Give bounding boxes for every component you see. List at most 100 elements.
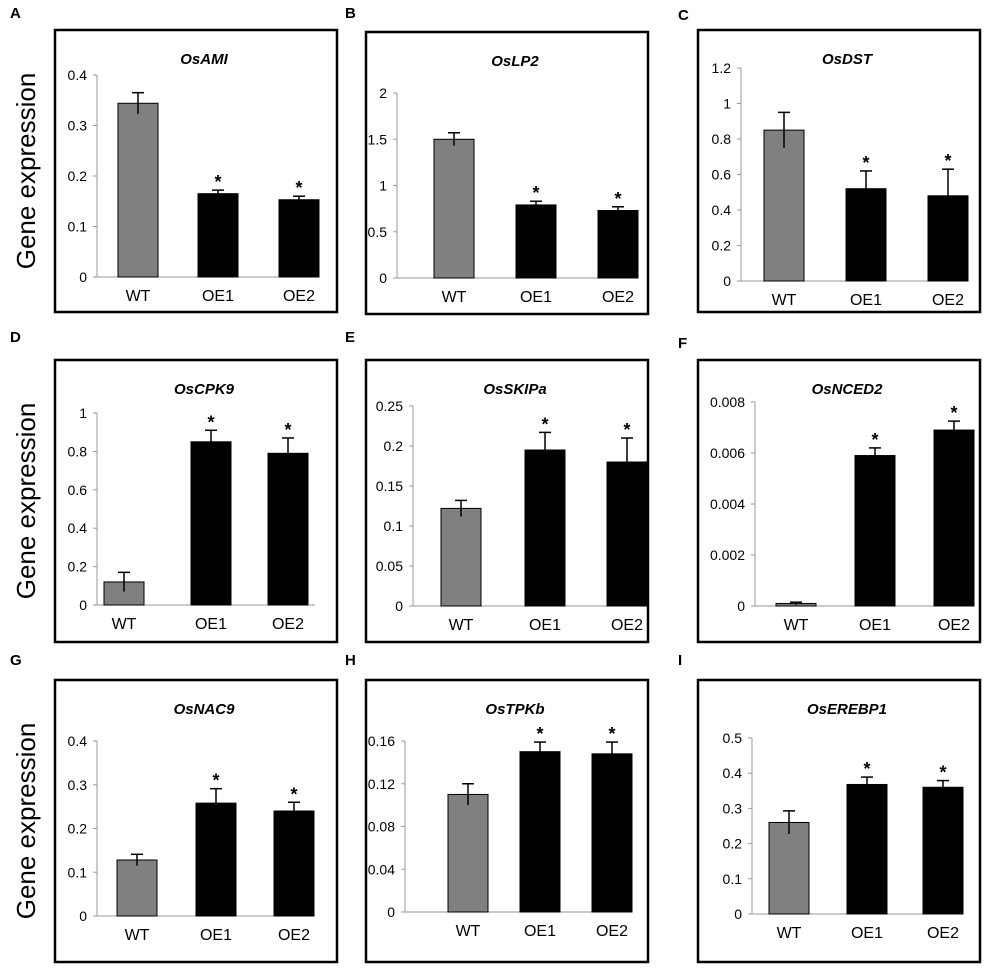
y-tick-label: 0.3 <box>68 118 88 134</box>
x-tick-label: OE1 <box>524 923 556 940</box>
panel-letter: G <box>10 652 22 669</box>
panel-frame <box>53 28 339 314</box>
y-tick-label: 1.2 <box>712 60 732 76</box>
x-tick-label: WT <box>784 617 809 634</box>
x-tick-label: OE2 <box>932 292 964 309</box>
bar-oe2 <box>922 786 964 915</box>
y-tick-label: 0.1 <box>384 518 404 534</box>
panel-letter: A <box>10 5 21 22</box>
y-tick-label: 0.4 <box>712 202 732 218</box>
significance-star: * <box>614 189 621 209</box>
x-tick-label: WT <box>442 289 467 306</box>
panel-frame <box>364 678 650 964</box>
chart-title: OsTPKb <box>485 701 544 718</box>
y-tick-label: 0.16 <box>368 733 395 749</box>
y-tick-label: 0.1 <box>68 864 88 880</box>
x-tick-label: WT <box>125 927 150 944</box>
x-tick-label: OE2 <box>596 923 628 940</box>
x-tick-label: WT <box>126 288 151 305</box>
y-tick-label: 0.3 <box>68 777 88 793</box>
y-tick-label: 0 <box>737 598 745 614</box>
significance-star: * <box>214 172 221 192</box>
x-tick-label: OE2 <box>927 925 959 942</box>
chart-title: OsNAC9 <box>174 701 236 718</box>
panel-frame <box>364 358 650 644</box>
y-tick-label: 0 <box>734 906 742 922</box>
significance-star: * <box>295 178 302 198</box>
bar-oe1 <box>519 751 561 913</box>
x-tick-label: OE1 <box>202 288 234 305</box>
panel-e: E OsSKIPa 0 0.05 0.1 0.15 0.2 0.25 WT * OE1 * OE2 <box>345 329 650 644</box>
x-tick-label: WT <box>777 925 802 942</box>
y-tick-label: 1.5 <box>368 131 388 147</box>
significance-star: * <box>623 420 630 440</box>
y-tick-label: 0.12 <box>368 776 395 792</box>
y-tick-label: 0.5 <box>723 730 743 746</box>
y-tick-label: 0.2 <box>384 438 404 454</box>
x-tick-label: OE2 <box>272 616 304 633</box>
panel-frame <box>364 30 650 316</box>
panel-frame <box>53 358 339 644</box>
bar-oe1 <box>524 449 566 607</box>
bar-oe1 <box>854 455 896 607</box>
bar-oe1 <box>515 204 557 279</box>
significance-star: * <box>944 151 951 171</box>
bar-wt <box>768 821 810 915</box>
y-tick-label: 0.2 <box>68 168 88 184</box>
y-tick-label: 0 <box>723 273 731 289</box>
y-tick-label: 0.2 <box>68 559 88 575</box>
bar-wt <box>116 859 158 917</box>
x-tick-label: WT <box>456 923 481 940</box>
bar-oe1 <box>197 193 239 278</box>
y-tick-label: 0.008 <box>710 394 745 410</box>
significance-star: * <box>212 771 219 791</box>
chart-title: OsAMI <box>180 51 228 68</box>
bar-oe2 <box>597 209 639 279</box>
panel-i: I OsEREBP1 0 0.1 0.2 0.3 0.4 0.5 WT * OE1 * OE2 <box>678 652 982 964</box>
significance-star: * <box>939 763 946 783</box>
panel-f: F OsNCED2 0 0.002 0.004 0.006 0.008 WT * OE1 * OE2 <box>678 335 982 644</box>
y-axis-label: Gene expression <box>11 403 41 600</box>
significance-star: * <box>536 724 543 744</box>
panel-c: C OsDST 0 0.2 0.4 0.6 0.8 1 1.2 WT * OE1 * OE2 <box>678 7 982 314</box>
x-tick-label: OE2 <box>602 289 634 306</box>
bar-oe1 <box>846 783 888 915</box>
x-tick-label: OE1 <box>850 292 882 309</box>
panel-d: D OsCPK9 0 0.2 0.4 0.6 0.8 1 WT * OE1 * OE2 Gene expr… <box>10 329 339 644</box>
y-tick-label: 0.4 <box>68 733 88 749</box>
y-tick-label: 1 <box>79 405 87 421</box>
panel-letter: I <box>678 652 682 669</box>
panel-h: H OsTPKb 0 0.04 0.08 0.12 0.16 WT * OE1 * OE2 <box>345 652 650 964</box>
y-tick-label: 0 <box>387 904 395 920</box>
bar-wt <box>440 507 482 607</box>
x-tick-label: OE1 <box>859 617 891 634</box>
y-tick-label: 0.3 <box>723 800 743 816</box>
panel-frame <box>696 28 982 314</box>
x-tick-label: OE1 <box>200 927 232 944</box>
y-tick-label: 2 <box>379 85 387 101</box>
y-axis-label: Gene expression <box>11 723 41 920</box>
chart-title: OsDST <box>822 51 874 68</box>
chart-title: OsEREBP1 <box>807 701 887 718</box>
chart-title: OsNCED2 <box>812 381 884 398</box>
bar-oe1 <box>190 441 232 606</box>
y-tick-label: 0.4 <box>723 765 743 781</box>
x-tick-label: OE1 <box>195 616 227 633</box>
y-tick-label: 0 <box>379 270 387 286</box>
panel-letter: H <box>345 652 356 669</box>
bar-wt <box>763 129 805 282</box>
significance-star: * <box>290 784 297 804</box>
y-tick-label: 0 <box>79 908 87 924</box>
y-tick-label: 0.5 <box>368 224 388 240</box>
y-tick-label: 0.08 <box>368 819 395 835</box>
chart-title: OsCPK9 <box>174 381 235 398</box>
y-tick-label: 0.006 <box>710 445 745 461</box>
y-tick-label: 0.1 <box>723 871 743 887</box>
y-tick-label: 0.2 <box>712 238 732 254</box>
y-tick-label: 0 <box>79 597 87 613</box>
panel-frame <box>53 678 339 964</box>
panel-letter: F <box>678 335 687 352</box>
y-tick-label: 0.2 <box>723 836 743 852</box>
y-tick-label: 0.8 <box>712 131 732 147</box>
